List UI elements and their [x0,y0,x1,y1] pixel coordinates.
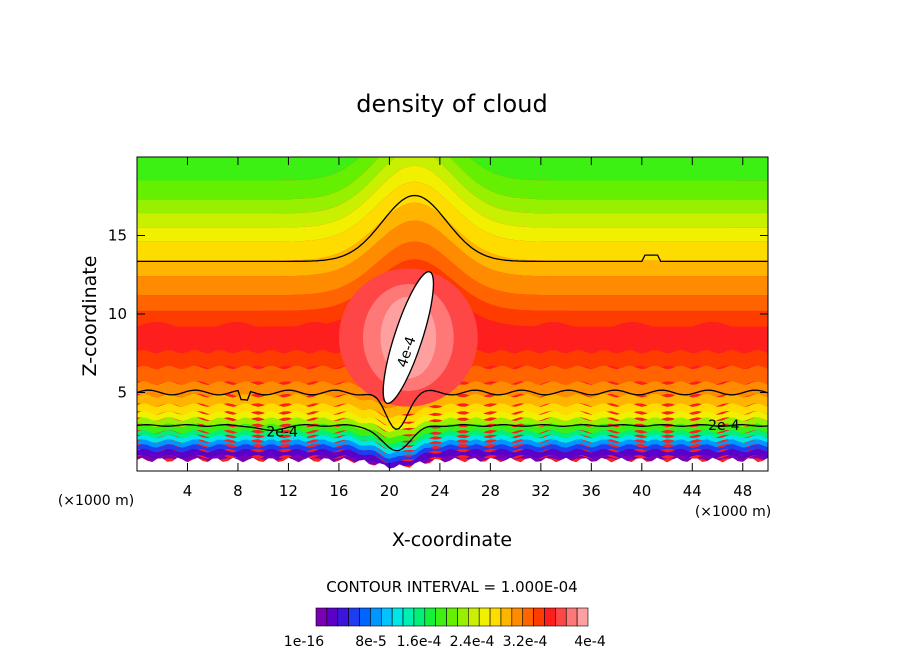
contour-label: 2e-4 [266,424,298,440]
colorbar-swatch [565,607,578,627]
field-band [137,439,768,460]
x-tick-label: 12 [279,482,298,500]
x-tick-label: 44 [683,482,702,500]
colorbar-swatch [315,607,328,627]
colorbar-label: 8e-5 [355,634,386,650]
field-band [137,220,768,296]
field-band [137,448,768,471]
field-band [137,181,768,261]
field-band [137,457,768,471]
colorbar-label: 3.2e-4 [503,634,548,650]
colorbar-swatch [500,607,513,627]
core-band [383,271,434,404]
colorbar-swatch [424,607,436,627]
field-band [137,417,768,439]
y-tick-label: 10 [108,305,127,323]
contour-label: 2e-4 [708,418,740,434]
field-band [137,434,768,455]
x-unit-label: (×1000 m) [695,504,771,520]
x-tick-label: 4 [183,482,193,500]
colorbar-swatch [446,607,458,627]
contour-line-2e-4 [137,424,768,452]
colorbar-label: 1.6e-4 [397,634,442,650]
colorbar-swatch [326,607,339,627]
contour-interval-label: CONTOUR INTERVAL = 1.000E-04 [326,578,577,596]
field-band [137,403,768,427]
colorbar-swatch [576,607,589,627]
colorbar-label: 1e-16 [284,634,324,650]
colorbar-swatch [413,607,426,627]
x-tick-label: 8 [233,482,243,500]
x-tick-label: 48 [733,482,752,500]
x-tick-label: 16 [329,482,348,500]
colorbar-swatch [522,607,534,627]
x-tick-label: 36 [582,482,601,500]
y-tick-label: 15 [108,227,127,245]
plot-area [137,157,768,471]
x-tick-label: 40 [632,482,651,500]
field-band [137,455,768,471]
colorbar-swatch [359,607,371,627]
colorbar-swatch [435,607,447,627]
colorbar-swatch [489,607,502,627]
field-band [137,157,768,200]
field-band [137,157,768,181]
x-tick-label: 32 [531,482,550,500]
chart-title: density of cloud [356,90,547,118]
x-tick-label: 20 [380,482,399,500]
colorbar-swatch [337,607,349,627]
field-band [137,423,768,446]
colorbar-swatch [544,607,556,627]
contour-line-mid [137,389,768,431]
x-tick-label: 28 [481,482,500,500]
contour-line-4e-4 [382,271,435,405]
y-tick-label: 5 [117,384,127,402]
colorbar-label: 4e-4 [574,634,606,650]
colorbar-swatch [511,607,524,627]
colorbar-swatch [391,607,404,627]
field-band [137,157,768,228]
colorbar-swatch [380,607,393,627]
colorbar-swatch [370,607,382,627]
colorbar-swatch [402,607,415,627]
colorbar-label: 2.4e-4 [450,634,495,650]
colorbar-swatch [478,607,491,627]
field-band [137,165,768,242]
colorbar-swatch [348,607,360,627]
field-band [137,429,768,450]
x-axis-label: X-coordinate [392,529,512,551]
field-band [137,202,768,277]
colorbar-swatch [555,607,567,627]
field-band [137,411,768,433]
y-axis-label: Z-coordinate [79,256,101,377]
colorbar-swatch [533,607,545,627]
colorbar-swatch [457,607,469,627]
field-band [137,241,768,311]
field-band [137,444,768,464]
field-band [137,157,768,214]
x-tick-label: 24 [430,482,449,500]
colorbar-swatch [468,607,480,627]
contour-line-upper [137,194,768,263]
y-unit-label: (×1000 m) [58,493,134,509]
